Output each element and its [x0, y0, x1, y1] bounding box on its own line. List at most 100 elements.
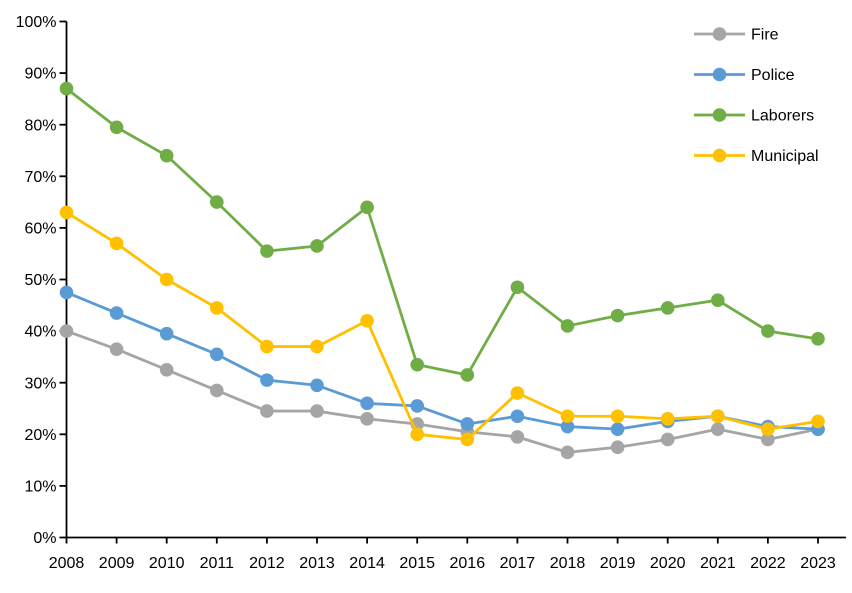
y-axis-tick-label: 90%	[24, 66, 56, 83]
data-point-laborers-2012	[260, 244, 274, 258]
data-point-municipal-2020	[660, 412, 675, 426]
data-point-laborers-2019	[610, 308, 625, 323]
data-point-police-2014	[360, 396, 374, 411]
data-point-municipal-2013	[310, 339, 324, 354]
x-axis-tick-label: 2014	[349, 555, 385, 572]
data-point-municipal-2021	[711, 409, 725, 424]
y-axis-tick-label: 100%	[16, 14, 57, 31]
data-point-laborers-2009	[109, 120, 124, 135]
data-point-municipal-2008	[59, 205, 74, 220]
x-axis-tick-label: 2012	[249, 555, 285, 572]
x-axis-tick-label: 2019	[600, 555, 636, 572]
data-point-municipal-2019	[610, 409, 625, 424]
legend-item-police: Police	[694, 67, 795, 84]
data-point-laborers-2020	[660, 301, 675, 315]
y-axis-tick-label: 70%	[24, 169, 56, 186]
x-axis-tick-label: 2016	[450, 555, 486, 572]
x-axis-tick-label: 2013	[299, 555, 335, 572]
x-axis-tick-label: 2018	[550, 555, 586, 572]
data-point-police-2013	[310, 378, 324, 393]
data-point-municipal-2015	[410, 427, 425, 442]
data-point-municipal-2009	[109, 236, 124, 251]
y-axis-tick-label: 30%	[24, 375, 56, 392]
y-axis-tick-label: 20%	[24, 427, 56, 444]
data-point-fire-2020	[660, 432, 675, 447]
x-axis-tick-label: 2009	[99, 555, 135, 572]
legend-marker-municipal	[712, 148, 727, 163]
data-point-police-2012	[260, 373, 274, 387]
legend-label-municipal: Municipal	[751, 148, 819, 165]
legend-marker-laborers	[712, 108, 727, 122]
x-axis-tick-label: 2022	[750, 555, 786, 572]
x-axis-tick-label: 2008	[49, 555, 85, 572]
data-point-laborers-2013	[310, 239, 324, 253]
x-axis-tick-label: 2021	[700, 555, 736, 572]
data-point-laborers-2008	[59, 81, 74, 96]
data-point-municipal-2018	[560, 409, 575, 424]
data-point-fire-2017	[510, 430, 525, 444]
data-point-fire-2012	[260, 404, 274, 418]
data-point-fire-2021	[711, 422, 725, 436]
data-point-police-2019	[610, 422, 625, 436]
data-point-police-2009	[109, 306, 124, 320]
data-point-municipal-2016	[460, 432, 475, 447]
y-axis-tick-label: 0%	[33, 530, 56, 547]
legend-label-fire: Fire	[751, 27, 779, 44]
data-point-fire-2018	[560, 445, 575, 460]
data-point-fire-2014	[360, 412, 374, 426]
data-point-fire-2022	[761, 432, 775, 447]
data-point-fire-2013	[310, 404, 324, 418]
data-point-municipal-2012	[260, 339, 274, 354]
data-point-municipal-2014	[360, 313, 374, 328]
legend-item-laborers: Laborers	[694, 108, 814, 125]
y-axis-tick-label: 60%	[24, 221, 56, 238]
data-point-laborers-2021	[711, 293, 725, 307]
data-point-municipal-2011	[210, 301, 224, 315]
data-point-police-2011	[210, 347, 224, 362]
legend-item-municipal: Municipal	[694, 148, 819, 165]
x-axis-tick-label: 2011	[200, 555, 235, 572]
data-point-municipal-2010	[159, 272, 174, 287]
data-point-laborers-2023	[811, 332, 825, 346]
data-point-laborers-2016	[460, 368, 475, 382]
series-line-laborers	[65, 87, 820, 377]
data-point-police-2015	[410, 399, 425, 413]
data-point-police-2016	[460, 417, 475, 431]
legend-marker-fire	[712, 27, 727, 41]
data-point-laborers-2010	[159, 148, 174, 163]
legend-item-fire: Fire	[694, 27, 779, 44]
data-point-police-2010	[159, 326, 174, 341]
data-point-laborers-2022	[761, 324, 775, 338]
legend-marker-police	[712, 67, 727, 82]
data-point-police-2017	[510, 409, 525, 424]
legend-label-laborers: Laborers	[751, 108, 814, 125]
series-line-fire	[65, 329, 820, 454]
y-axis-tick-label: 50%	[24, 272, 56, 289]
data-point-laborers-2018	[560, 319, 575, 333]
y-axis-tick-label: 40%	[24, 324, 56, 341]
x-axis-tick-label: 2015	[399, 555, 435, 572]
data-point-laborers-2015	[410, 357, 425, 372]
data-point-laborers-2017	[510, 280, 525, 295]
legend-label-police: Police	[751, 67, 795, 84]
data-point-municipal-2023	[811, 414, 825, 429]
x-axis-tick-label: 2023	[800, 555, 836, 572]
x-axis-tick-label: 2010	[149, 555, 185, 572]
data-point-laborers-2014	[360, 200, 374, 215]
y-axis-tick-label: 10%	[24, 479, 56, 496]
data-point-fire-2009	[109, 342, 124, 356]
series-line-police	[65, 290, 820, 431]
legend: Fire Police Laborers Municipal	[694, 27, 819, 165]
data-point-laborers-2011	[210, 195, 224, 209]
data-point-municipal-2022	[761, 422, 775, 436]
data-point-fire-2008	[59, 324, 74, 338]
x-axis-tick-label: 2020	[650, 555, 686, 572]
data-point-fire-2019	[610, 440, 625, 455]
data-point-police-2008	[59, 285, 74, 300]
x-axis-tick-label: 2017	[500, 555, 536, 572]
data-point-police-2018	[560, 419, 575, 434]
y-axis-tick-label: 80%	[24, 117, 56, 134]
data-point-fire-2011	[210, 383, 224, 398]
